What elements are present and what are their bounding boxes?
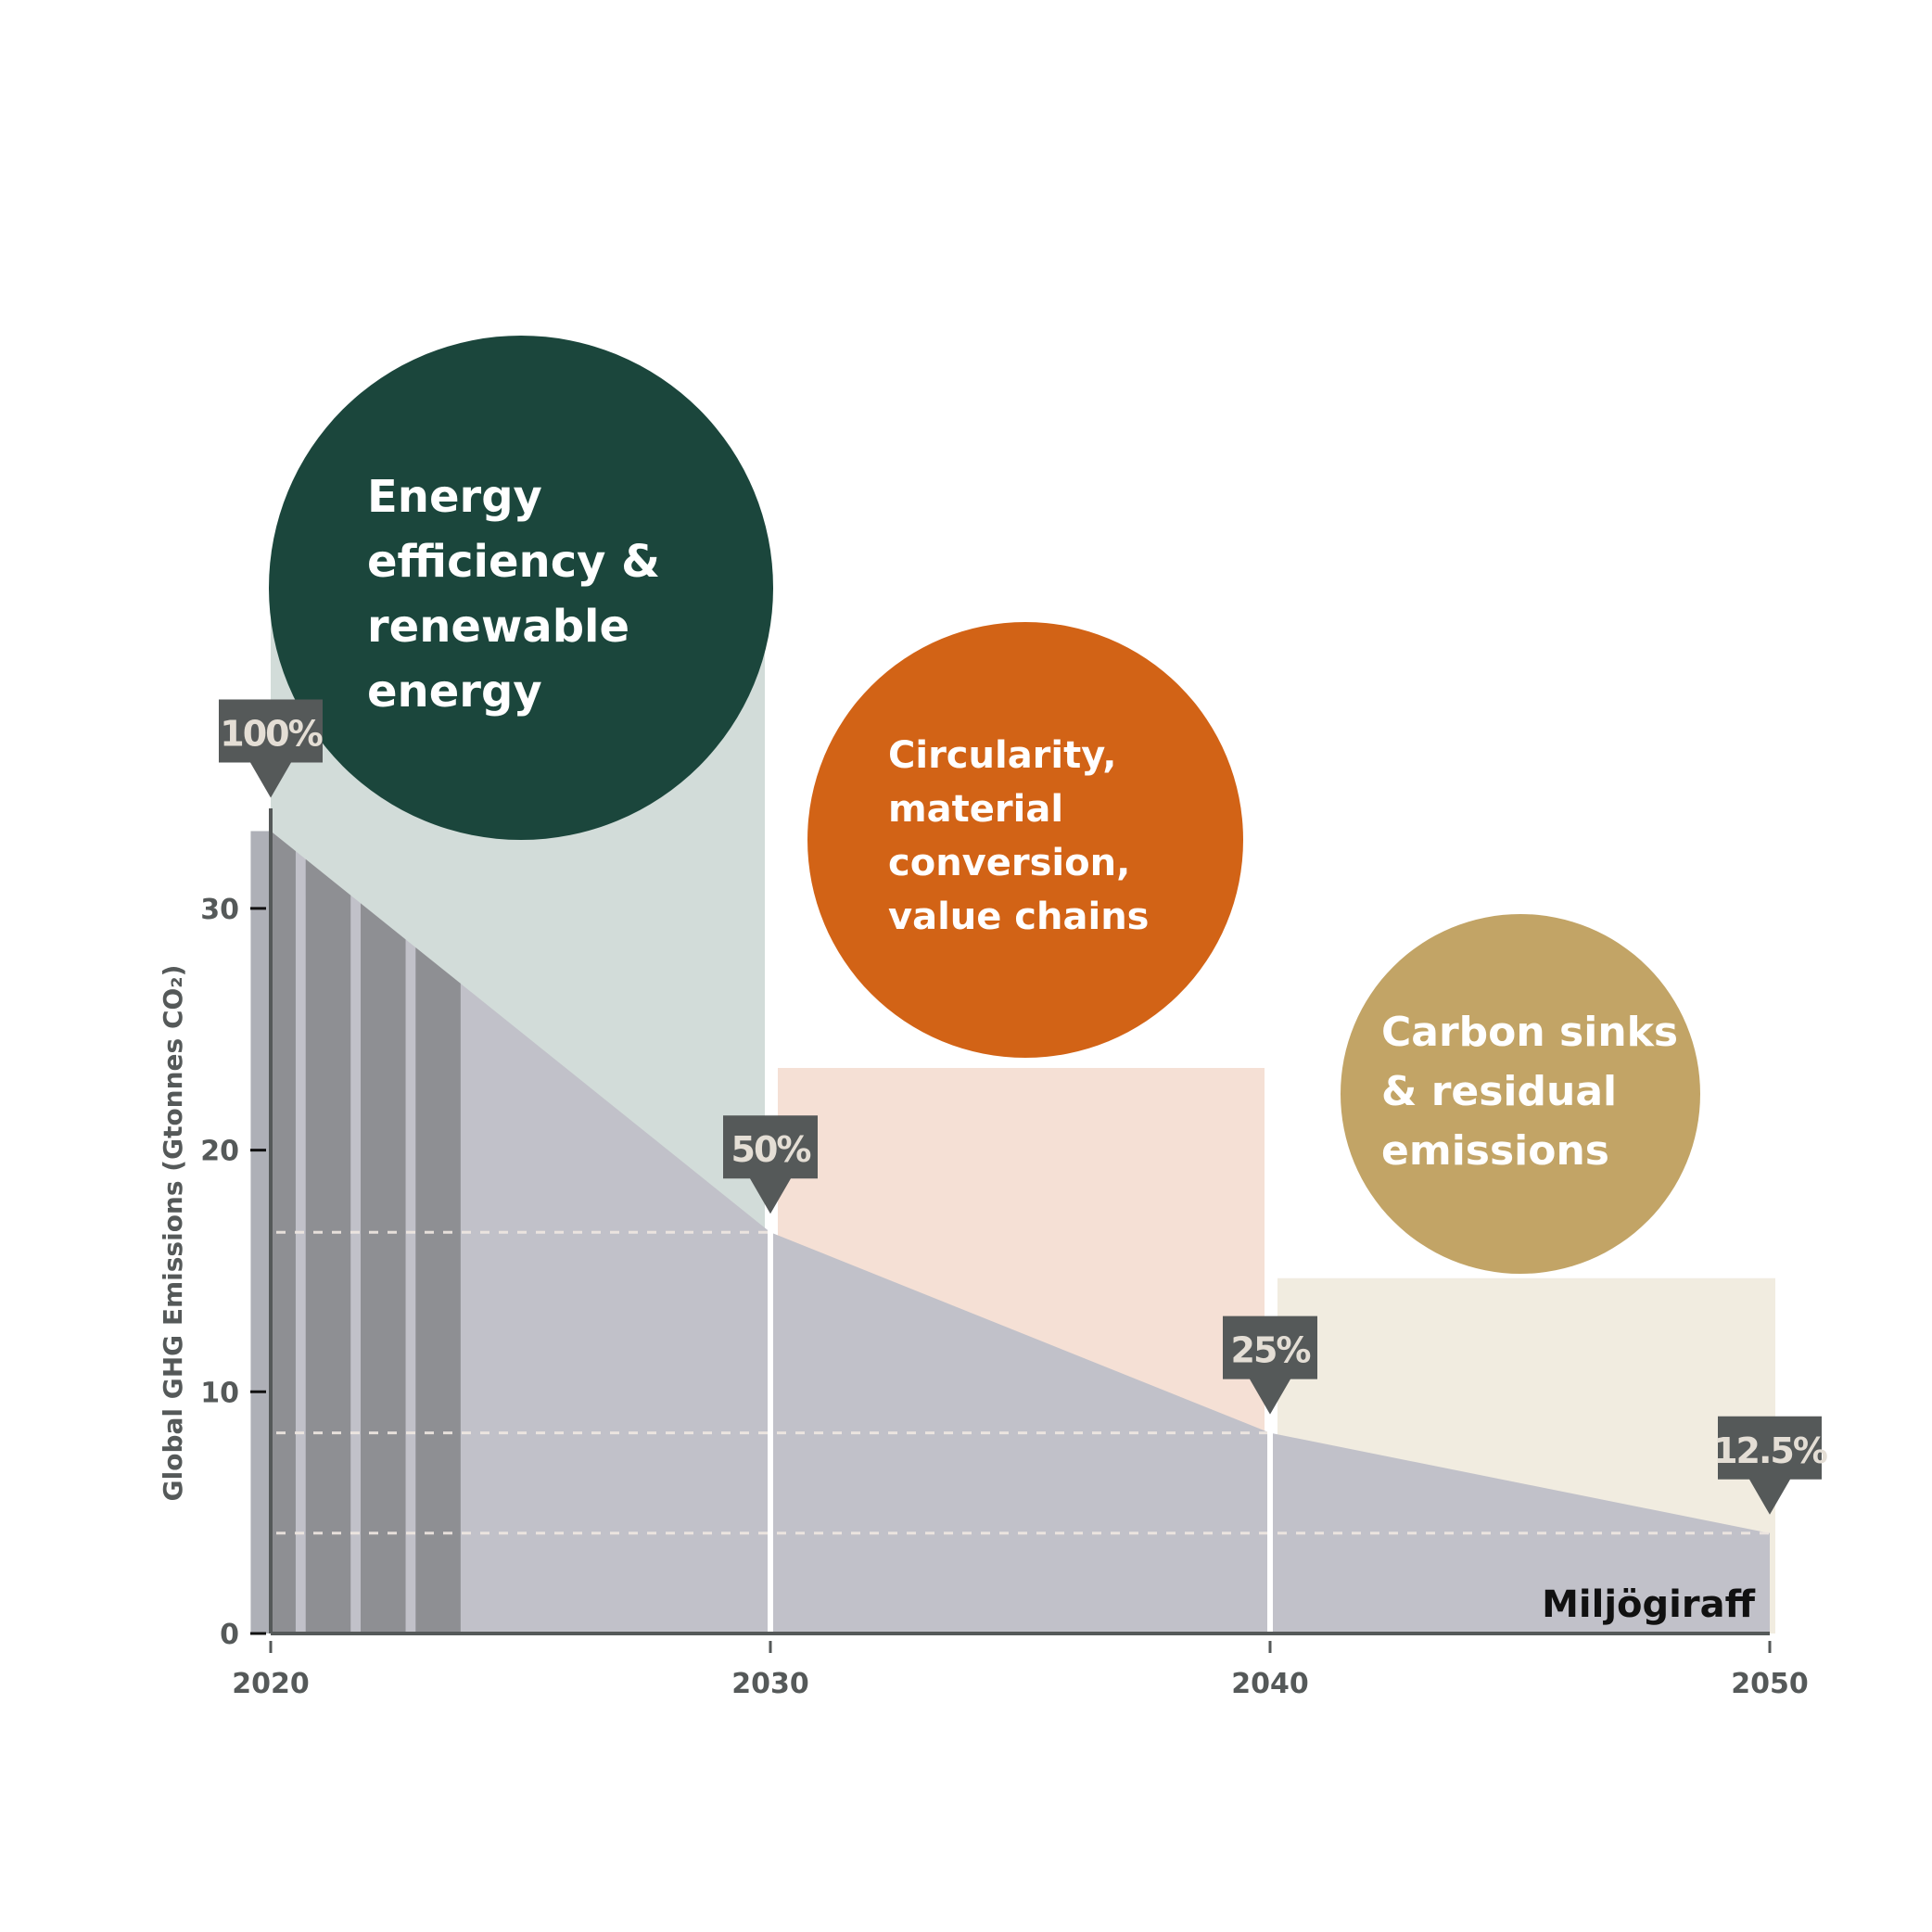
y-tick-label: 30 [200,894,239,926]
historical-bar [415,947,461,1633]
phase-bubble-text: Carbon sinks [1381,1009,1678,1056]
x-tick-label: 2050 [1731,1668,1809,1700]
y-tick-label: 0 [220,1619,239,1651]
milestone-marker-shape [219,699,323,798]
x-tick-label: 2020 [232,1668,310,1700]
axes [269,808,1770,1635]
milestone-marker: 25% [1223,1316,1317,1415]
emissions-area [271,831,1770,1633]
y-tick-label: 10 [200,1377,239,1409]
milestone-label: 100% [220,713,322,754]
phase-bubbles: Energy efficiency & renewable energy Circula… [269,336,1700,1274]
phase-bubble-text: energy [367,666,542,718]
phase-bubble-text: Circularity, [888,734,1116,777]
milestone-marker-shape [723,1115,818,1214]
phase-bubble-text: renewable [367,601,629,653]
reference-lines [276,1230,1770,1535]
y-tick-label: 20 [200,1136,239,1168]
historical-bar [305,858,351,1633]
brand-logo: Miljögiraff [1542,1583,1755,1626]
milestone-marker: 100% [219,699,324,798]
phase-bubble-text: & residual [1381,1068,1617,1115]
milestone-marker-shape [1223,1316,1317,1415]
milestone-marker-shape [1718,1416,1822,1515]
phase-bubble-text: value chains [888,896,1149,938]
phase-bubble-text: efficiency & [367,536,660,588]
milestone-label: 12.5% [1713,1430,1827,1471]
phase-bubble-text: conversion, [888,842,1130,884]
phase-bubble-2 [807,622,1243,1058]
phase-bubble-1 [269,336,773,840]
phase-bubble-text: material [888,788,1063,831]
milestone-marker: 50% [723,1115,818,1214]
historical-bar [361,903,406,1633]
historical-bar-pre [250,831,271,1633]
y-axis-title: Global GHG Emissions (Gtonnes CO₂) [158,965,188,1502]
milestone-marker: 12.5% [1713,1416,1829,1515]
emissions-area-path [271,831,1770,1633]
x-tick-label: 2030 [731,1668,809,1700]
phase-bubble-3 [1341,914,1700,1274]
phase-bubble-text: Energy [367,471,542,523]
decade-dividers [768,1204,1273,1633]
milestone-markers: 100% 50% 25% 12.5% [219,699,1829,1515]
milestone-label: 50% [731,1129,811,1170]
x-tick-label: 2040 [1231,1668,1309,1700]
phase-bubble-text: emissions [1381,1127,1609,1175]
milestone-label: 25% [1231,1330,1311,1371]
